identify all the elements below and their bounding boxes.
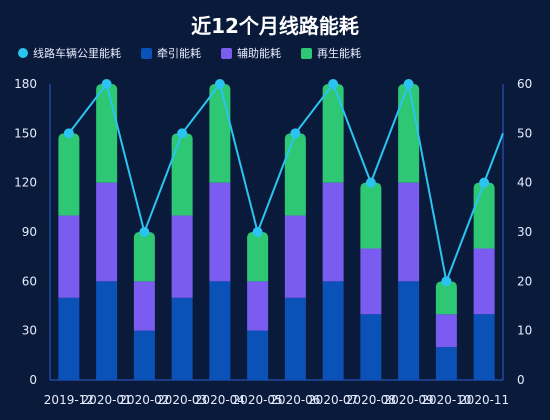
line-point (403, 79, 414, 89)
bar-segment-1 (284, 215, 306, 298)
bar-segment-1 (247, 281, 269, 331)
bar-segment-1 (322, 182, 344, 282)
x-tick-label: 2020-10 (421, 393, 471, 407)
y-right-tick-label: 50 (517, 126, 532, 140)
y-left-tick-label: 120 (14, 176, 37, 190)
bar-segment-1 (58, 215, 80, 298)
y-right-tick-label: 10 (517, 324, 532, 338)
line-point (479, 177, 490, 188)
line-point (328, 79, 339, 89)
bar-segment-1 (133, 281, 155, 331)
bar-segment-1 (473, 248, 495, 315)
line-point (214, 79, 225, 89)
bar-segment-1 (96, 182, 118, 282)
y-right-tick-label: 0 (517, 373, 525, 387)
bar-segment-1 (209, 182, 231, 282)
bar-segment-2 (133, 232, 155, 282)
y-left-tick-label: 90 (22, 225, 37, 239)
legend: 线路车辆公里能耗 牵引能耗 辅助能耗 再生能耗 (18, 45, 361, 61)
bar-segment-2 (96, 84, 118, 183)
x-tick-label: 2020-03 (157, 393, 207, 407)
bar-segment-2 (473, 182, 495, 249)
y-left-tick-label: 30 (22, 324, 37, 338)
bar-segment-0 (96, 281, 118, 380)
bar-segment-0 (322, 281, 344, 380)
bar-segment-0 (58, 297, 80, 380)
x-tick-label: 2020-11 (459, 393, 509, 407)
line-point (441, 276, 452, 287)
bar-segment-1 (171, 215, 193, 298)
bar-segment-0 (398, 281, 420, 380)
bar-segment-1 (435, 314, 457, 348)
line-point (290, 128, 301, 139)
bar-segment-0 (133, 330, 155, 380)
line-point (139, 227, 150, 237)
bar-segment-2 (247, 232, 269, 282)
chart-title: 近12个月线路能耗 (191, 14, 359, 38)
bar-segment-0 (209, 281, 231, 380)
bar-segment-1 (360, 248, 382, 315)
legend-label-traction: 牵引能耗 (157, 47, 201, 60)
legend-label-line: 线路车辆公里能耗 (33, 47, 121, 60)
legend-label-regen: 再生能耗 (317, 47, 361, 60)
y-right-tick-label: 30 (517, 225, 532, 239)
bar-segment-2 (58, 133, 80, 216)
bar-segment-0 (247, 330, 269, 380)
x-tick-label: 2020-02 (119, 393, 169, 407)
legend-item-auxiliary[interactable]: 辅助能耗 (221, 45, 281, 61)
legend-item-regen[interactable]: 再生能耗 (301, 45, 361, 61)
line-point (365, 177, 376, 188)
bar-segment-2 (284, 133, 306, 216)
x-tick-label: 2019-12 (44, 393, 94, 407)
legend-label-auxiliary: 辅助能耗 (237, 47, 281, 60)
bar-segment-0 (473, 314, 495, 380)
x-tick-label: 2020-08 (346, 393, 396, 407)
bar-segment-2 (171, 133, 193, 216)
legend-marker-line (18, 48, 28, 58)
bar-segment-2 (360, 182, 382, 249)
legend-marker-auxiliary (221, 47, 232, 59)
bar-segment-2 (209, 84, 231, 183)
x-tick-label: 2020-07 (308, 393, 358, 407)
bar-segment-0 (284, 297, 306, 380)
x-tick-label: 2020-01 (82, 393, 132, 407)
line-point (177, 128, 188, 139)
y-left-tick-label: 60 (22, 274, 37, 288)
line-point (252, 227, 263, 237)
y-left-tick-label: 180 (14, 77, 37, 91)
legend-marker-traction (141, 47, 152, 59)
bar-segment-2 (398, 84, 420, 183)
x-tick-label: 2020-06 (270, 393, 320, 407)
y-left-tick-label: 0 (29, 373, 37, 387)
legend-item-traction[interactable]: 牵引能耗 (141, 45, 201, 61)
y-right-tick-label: 60 (517, 77, 532, 91)
line-point (101, 79, 112, 89)
x-tick-label: 2020-09 (384, 393, 434, 407)
bar-segment-0 (360, 314, 382, 380)
bar-segment-0 (435, 347, 457, 380)
line-point (63, 128, 74, 139)
bar-segment-0 (171, 297, 193, 380)
x-tick-label: 2020-04 (195, 393, 245, 407)
y-right-tick-label: 20 (517, 274, 532, 288)
bar-segment-2 (322, 84, 344, 183)
legend-marker-regen (301, 47, 312, 59)
bar-segment-1 (398, 182, 420, 282)
y-right-tick-label: 40 (517, 176, 532, 190)
y-left-tick-label: 150 (14, 126, 37, 140)
x-tick-label: 2020-05 (233, 393, 283, 407)
bar-segment-2 (435, 281, 457, 315)
legend-item-line[interactable]: 线路车辆公里能耗 (18, 45, 121, 61)
